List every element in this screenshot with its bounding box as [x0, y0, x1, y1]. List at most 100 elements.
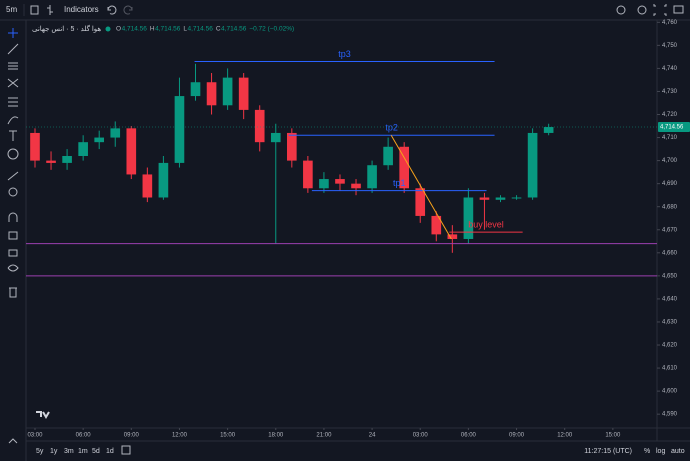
settings-icon[interactable] [637, 5, 647, 15]
undo-icon[interactable] [107, 5, 117, 15]
ohlc-label: C [216, 26, 221, 33]
candle-body [94, 137, 105, 143]
top-toolbar [0, 0, 690, 20]
snapshot-icon[interactable] [673, 5, 684, 14]
candle-body [190, 82, 201, 97]
goto-date-icon[interactable] [121, 445, 131, 455]
candle-body [287, 132, 297, 161]
candle-body [174, 96, 185, 163]
y-tick-label: 4,610 [662, 366, 678, 372]
y-tick-label: 4,760 [662, 20, 678, 26]
candle-body [415, 188, 426, 216]
range-button[interactable]: 3m [64, 448, 74, 455]
candle-body [222, 77, 233, 106]
y-tick-label: 4,750 [662, 43, 678, 49]
candle-body [447, 234, 458, 239]
range-button[interactable]: 1y [50, 448, 58, 455]
x-tick-label: 06:00 [76, 433, 92, 439]
last-price-box [658, 122, 690, 133]
x-tick-label: 09:00 [509, 433, 525, 439]
y-tick-label: 4,620 [662, 343, 678, 349]
candle-body [78, 142, 88, 156]
x-tick-label: 12:00 [557, 433, 573, 439]
brush-tool[interactable] [7, 116, 19, 125]
lock-all-tool[interactable] [8, 249, 18, 257]
drawing-tools [7, 28, 19, 444]
fullscreen-icon[interactable] [653, 4, 667, 16]
x-tick-label: 12:00 [172, 433, 188, 439]
delete-tool[interactable] [9, 287, 17, 298]
y-tick-label: 4,740 [662, 66, 678, 72]
range-button[interactable]: 1d [106, 448, 114, 455]
collapse-tool[interactable] [8, 438, 18, 444]
logo [36, 411, 50, 419]
candle-body [238, 77, 249, 110]
measure-tool[interactable] [7, 171, 19, 181]
candle-body [158, 162, 169, 198]
plot-area: tp3 tp2 tp1 buy level [26, 49, 657, 277]
line-label: buy level [468, 219, 504, 229]
candle-body [527, 132, 538, 198]
candle-body [511, 197, 522, 199]
trend-line-tool[interactable] [7, 43, 19, 55]
line-label: tp1 [393, 178, 406, 188]
ohlc-value: 4,714.56 [221, 26, 247, 33]
x-tick-label: 21:00 [316, 433, 332, 439]
zoom-tool[interactable] [8, 187, 18, 197]
y-tick-label: 4,730 [662, 89, 678, 95]
redo-icon[interactable] [123, 5, 133, 15]
candle-body [303, 160, 313, 189]
range-button[interactable]: 5d [92, 448, 100, 455]
legend: هوا گلد · 5 · انس جهانی −0.72 (−0.02%) O… [32, 24, 294, 33]
bar-style-icon[interactable] [30, 5, 39, 15]
y-tick-label: 4,680 [662, 204, 678, 210]
magnet-tool[interactable] [8, 212, 18, 222]
range-buttons: 5y 1y 3m 1m 5d 1d [36, 448, 114, 455]
scale-option[interactable]: auto [671, 448, 685, 455]
lock-tool[interactable] [8, 231, 18, 240]
x-tick-label: 03:00 [27, 433, 43, 439]
ohlc-value: 4,714.56 [122, 26, 148, 33]
indicators-button[interactable]: Indicators [64, 5, 99, 14]
candle-body [206, 82, 217, 106]
icon-tool[interactable] [7, 148, 19, 160]
forecast-tool[interactable] [8, 97, 18, 107]
fib-tool[interactable] [8, 62, 18, 70]
text-tool[interactable] [9, 130, 17, 141]
y-tick-label: 4,690 [662, 181, 678, 187]
y-tick-label: 4,590 [662, 412, 678, 418]
hide-tool[interactable] [7, 264, 19, 272]
x-tick-label: 15:00 [220, 433, 236, 439]
range-button[interactable]: 1m [78, 448, 88, 455]
interval-button[interactable]: 5m [6, 5, 17, 14]
candle-body [463, 197, 474, 239]
search-icon[interactable] [616, 5, 626, 15]
x-tick-label: 24 [369, 433, 376, 439]
symbol-name: هوا گلد · 5 · انس جهانی [32, 24, 101, 33]
candle-body [46, 160, 56, 163]
candle-body [351, 183, 361, 189]
candle-body [383, 146, 393, 166]
candle-body [335, 179, 345, 184]
candle-body [270, 132, 281, 143]
y-tick-label: 4,630 [662, 320, 678, 326]
ohlc-label: H [150, 26, 155, 33]
crosshair-tool[interactable] [8, 28, 18, 38]
y-tick-label: 4,720 [662, 112, 678, 118]
change: −0.72 (−0.02%) [249, 26, 294, 33]
y-tick-label: 4,710 [662, 135, 678, 141]
candle-body [399, 146, 409, 189]
clock: 11:27:15 (UTC) [584, 448, 632, 455]
last-price-label: 4,714.56 [660, 125, 684, 131]
compare-icon[interactable] [47, 5, 53, 15]
pattern-tool[interactable] [7, 78, 19, 88]
candle-body [62, 156, 72, 163]
range-button[interactable]: 5y [36, 448, 44, 455]
candle-body [110, 128, 121, 138]
candle-body [254, 109, 265, 143]
y-tick-label: 4,700 [662, 158, 678, 164]
scale-option[interactable]: log [656, 448, 665, 455]
candle-body [367, 165, 377, 189]
scale-option[interactable]: % [644, 448, 650, 455]
